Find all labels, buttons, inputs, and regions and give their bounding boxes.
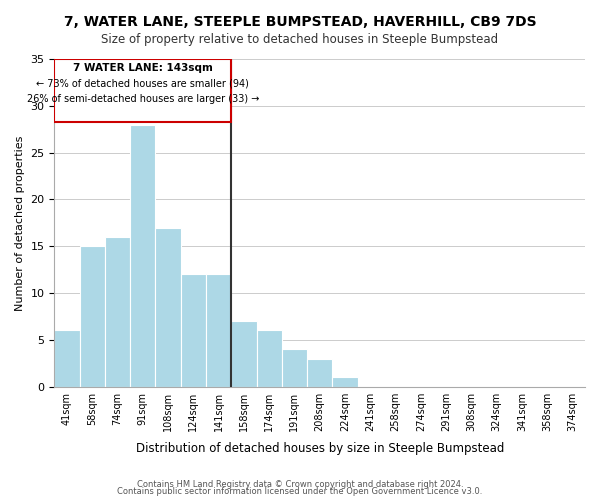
X-axis label: Distribution of detached houses by size in Steeple Bumpstead: Distribution of detached houses by size … [136, 442, 504, 455]
Bar [105, 237, 130, 386]
Text: 26% of semi-detached houses are larger (33) →: 26% of semi-detached houses are larger (… [26, 94, 259, 104]
Bar [130, 124, 155, 386]
Bar [206, 274, 231, 386]
Bar [181, 274, 206, 386]
Bar [80, 246, 105, 386]
Bar [332, 378, 358, 386]
Bar [307, 358, 332, 386]
Text: 7 WATER LANE: 143sqm: 7 WATER LANE: 143sqm [73, 62, 213, 72]
Bar [257, 330, 282, 386]
FancyBboxPatch shape [55, 59, 231, 122]
Text: Contains HM Land Registry data © Crown copyright and database right 2024.: Contains HM Land Registry data © Crown c… [137, 480, 463, 489]
Bar [55, 330, 80, 386]
Bar [155, 228, 181, 386]
Text: Contains public sector information licensed under the Open Government Licence v3: Contains public sector information licen… [118, 487, 482, 496]
Bar [282, 349, 307, 387]
Text: Size of property relative to detached houses in Steeple Bumpstead: Size of property relative to detached ho… [101, 32, 499, 46]
Y-axis label: Number of detached properties: Number of detached properties [15, 135, 25, 310]
Text: 7, WATER LANE, STEEPLE BUMPSTEAD, HAVERHILL, CB9 7DS: 7, WATER LANE, STEEPLE BUMPSTEAD, HAVERH… [64, 15, 536, 29]
Text: ← 73% of detached houses are smaller (94): ← 73% of detached houses are smaller (94… [37, 78, 249, 88]
Bar [231, 321, 257, 386]
